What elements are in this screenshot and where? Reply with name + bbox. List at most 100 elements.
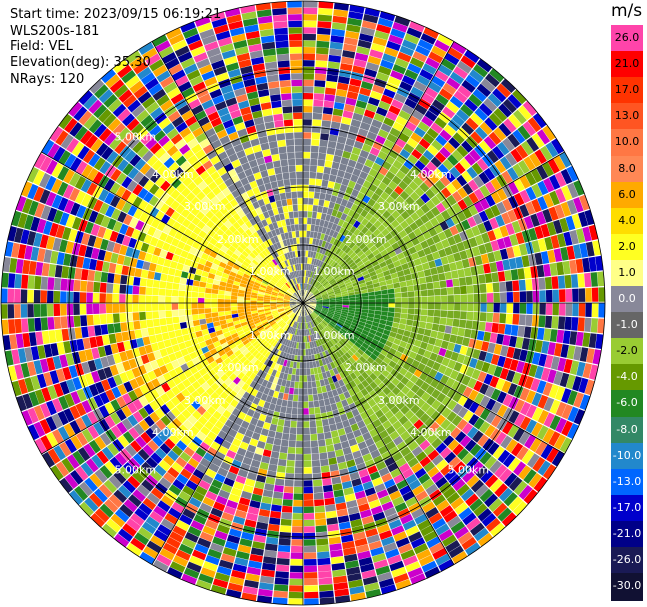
gate-cell [132,399,144,411]
gate-cell [451,326,459,336]
gate-cell [419,182,430,193]
gate-cell [417,121,430,133]
gate-cell [455,222,465,233]
gate-cell [62,366,72,381]
gate-cell [322,263,328,270]
gate-cell [284,295,291,299]
gate-cell [313,106,323,114]
gate-cell [386,283,394,290]
gate-cell [291,334,295,341]
gate-cell [260,371,268,379]
gate-cell [337,428,346,436]
gate-cell [352,168,362,177]
gate-cell [168,162,180,173]
gate-cell [358,263,366,270]
gate-cell [28,391,40,407]
gate-cell [364,249,372,257]
gate-cell [311,327,315,335]
gate-cell [331,209,338,217]
gate-cell [475,359,485,371]
gate-cell [392,451,404,462]
gate-cell [375,424,386,434]
gate-cell [238,234,246,243]
gate-cell [424,86,438,99]
gate-cell [279,321,286,328]
gate-cell [316,305,323,308]
gate-cell [33,304,41,318]
gate-cell [424,375,434,385]
gate-cell [447,236,456,246]
gate-cell [250,388,259,397]
gate-cell [554,434,567,450]
gate-cell [488,498,503,512]
gate-cell [316,531,328,539]
gate-cell [449,369,459,380]
gate-cell [53,209,64,224]
gate-cell [303,434,311,441]
gate-cell [303,309,306,317]
gate-cell [316,305,323,307]
gate-cell [348,294,356,298]
gate-cell [579,347,589,362]
gate-cell [442,263,451,273]
gate-cell [342,229,350,237]
gate-cell [303,112,313,120]
gate-cell [571,274,579,288]
gate-cell [303,191,309,198]
gate-cell [364,212,373,221]
gate-cell [315,333,319,340]
gate-cell [212,536,226,547]
gate-cell [114,452,128,466]
gate-cell [47,304,54,317]
gate-cell [525,241,534,255]
gate-cell [347,289,355,294]
gate-cell [220,553,235,563]
gate-cell [373,211,382,220]
gate-cell [132,184,143,196]
gate-cell [457,85,472,98]
gate-cell [369,245,378,253]
gate-cell [310,158,318,166]
gate-cell [217,294,225,299]
gate-cell [420,315,428,322]
gate-cell [269,319,276,325]
gate-cell [294,315,298,321]
gate-cell [231,459,242,469]
gate-cell [306,224,311,231]
gate-cell [303,86,314,93]
gate-cell [198,297,205,303]
gate-cell [110,195,121,208]
gate-cell [270,298,277,301]
gate-cell [249,234,257,242]
gate-cell [83,94,98,110]
gate-cell [330,361,336,369]
gate-cell [292,321,296,328]
gate-cell [339,330,346,336]
gate-cell [282,315,289,321]
gate-cell [493,250,502,262]
gate-cell [398,543,413,554]
gate-cell [319,287,325,292]
gate-cell [148,195,159,207]
gate-cell [229,443,239,453]
gate-cell [303,296,305,303]
gate-cell [34,438,47,454]
gate-cell [273,590,288,598]
gate-cell [218,361,227,370]
gate-cell [179,451,191,463]
gate-cell [304,329,307,336]
gate-cell [514,399,525,413]
gate-cell [195,447,207,458]
gate-cell [180,160,191,171]
gate-cell [157,500,171,513]
gate-cell [291,374,296,382]
gate-cell [330,35,344,44]
gate-cell [214,473,226,483]
gate-cell [290,305,297,309]
gate-cell [585,241,595,257]
gate-cell [350,71,364,81]
gate-cell [223,331,231,338]
gate-cell [426,161,438,173]
gate-cell [340,413,348,422]
gate-cell [304,565,318,573]
